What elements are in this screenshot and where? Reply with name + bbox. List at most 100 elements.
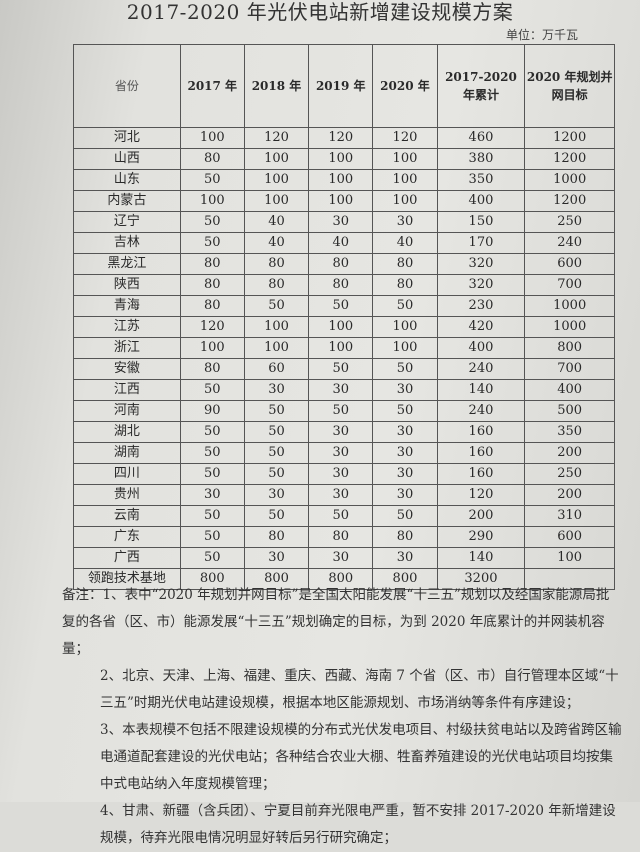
- value-cell: 50: [179, 169, 245, 191]
- value-cell: 200: [524, 442, 615, 464]
- province-cell: 湖北: [73, 421, 181, 443]
- value-cell: 170: [436, 232, 526, 254]
- value-cell: 400: [436, 190, 526, 212]
- value-cell: 50: [179, 505, 245, 527]
- column-header: 2020 年: [372, 44, 438, 128]
- value-cell: 50: [179, 442, 245, 464]
- note-2: 2、北京、天津、上海、福建、重庆、西藏、海南 7 个省（区、市）自行管理本区域“…: [100, 668, 619, 711]
- value-cell: 160: [436, 421, 526, 443]
- value-cell: 1000: [524, 295, 615, 317]
- province-cell: 内蒙古: [73, 190, 181, 212]
- value-cell: 100: [243, 169, 310, 191]
- value-cell: 80: [308, 274, 374, 296]
- value-cell: 200: [436, 505, 526, 527]
- value-cell: 80: [179, 253, 245, 275]
- table-row: 安徽 80 60 50 50 240 700: [73, 358, 615, 380]
- table-row: 领跑技术基地 800 800 800 800 3200: [73, 568, 615, 590]
- value-cell: 420: [436, 316, 526, 338]
- value-cell: 100: [179, 337, 245, 359]
- value-cell: 100: [243, 190, 310, 212]
- value-cell: 120: [308, 127, 374, 149]
- table-row: 湖北 50 50 30 30 160 350: [73, 421, 615, 443]
- table-row: 贵州 30 30 30 30 120 200: [73, 484, 615, 506]
- value-cell: 50: [243, 463, 310, 485]
- value-cell: 1200: [524, 127, 615, 149]
- province-cell: 安徽: [73, 358, 181, 380]
- value-cell: 50: [372, 505, 438, 527]
- value-cell: 50: [308, 295, 374, 317]
- value-cell: 3200: [436, 568, 526, 590]
- value-cell: 80: [308, 526, 374, 548]
- value-cell: 100: [243, 316, 310, 338]
- note-text: 1、表中“2020 年规划并网目标”是全国太阳能发展“十三五”规划以及经国家能源…: [62, 587, 610, 657]
- note-4: 4、甘肃、新疆（含兵团）、宁夏目前弃光限电严重，暂不安排 2017-2020 年…: [100, 803, 616, 846]
- value-cell: 50: [243, 400, 310, 422]
- value-cell: 290: [436, 526, 526, 548]
- province-cell: 广西: [73, 547, 181, 569]
- value-cell: 320: [436, 274, 526, 296]
- table-row: 广东 50 80 80 80 290 600: [73, 526, 615, 548]
- value-cell: 30: [308, 547, 374, 569]
- column-header: 2020 年规划并网目标: [524, 44, 615, 128]
- value-cell: 30: [308, 211, 374, 233]
- value-cell: 50: [179, 526, 245, 548]
- province-cell: 江西: [73, 379, 181, 401]
- province-cell: 山西: [73, 148, 181, 170]
- value-cell: 30: [372, 547, 438, 569]
- value-cell: 230: [436, 295, 526, 317]
- province-cell: 吉林: [73, 232, 181, 254]
- value-cell: 30: [372, 463, 438, 485]
- value-cell: 350: [524, 421, 615, 443]
- value-cell: 1000: [524, 169, 615, 191]
- value-cell: 1000: [524, 316, 615, 338]
- notes-label: 备注：: [62, 587, 103, 603]
- value-cell: 100: [308, 148, 374, 170]
- value-cell: 160: [436, 463, 526, 485]
- value-cell: 800: [308, 568, 374, 590]
- table-row: 山东 50 100 100 100 350 1000: [73, 169, 615, 191]
- province-cell: 四川: [73, 463, 181, 485]
- value-cell: 50: [179, 232, 245, 254]
- note-3: 3、本表规模不包括不限建设规模的分布式光伏发电项目、村级扶贫电站以及跨省跨区输电…: [100, 722, 622, 792]
- value-cell: 700: [524, 358, 615, 380]
- value-cell: 240: [436, 358, 526, 380]
- value-cell: 30: [372, 379, 438, 401]
- table-row: 山西 80 100 100 100 380 1200: [73, 148, 615, 170]
- province-cell: 河南: [73, 400, 181, 422]
- value-cell: 80: [179, 148, 245, 170]
- value-cell: 50: [308, 358, 374, 380]
- value-cell: 50: [372, 400, 438, 422]
- province-cell: 浙江: [73, 337, 181, 359]
- value-cell: 50: [243, 421, 310, 443]
- value-cell: 200: [524, 484, 615, 506]
- value-cell: 140: [436, 547, 526, 569]
- value-cell: 50: [179, 379, 245, 401]
- table-row: 河南 90 50 50 50 240 500: [73, 400, 615, 422]
- value-cell: 240: [436, 400, 526, 422]
- document-title: 2017-2020 年光伏电站新增建设规模方案: [126, 0, 514, 24]
- value-cell: 60: [243, 358, 310, 380]
- value-cell: 40: [372, 232, 438, 254]
- value-cell: 100: [372, 190, 438, 212]
- value-cell: 50: [308, 400, 374, 422]
- value-cell: 800: [372, 568, 438, 590]
- table-row: 黑龙江 80 80 80 80 320 600: [73, 253, 615, 275]
- table-row: 广西 50 30 30 30 140 100: [73, 547, 615, 569]
- table-row: 浙江 100 100 100 100 400 800: [73, 337, 615, 359]
- value-cell: 100: [179, 190, 245, 212]
- value-cell: 50: [243, 295, 310, 317]
- value-cell: 100: [308, 169, 374, 191]
- value-cell: 120: [436, 484, 526, 506]
- value-cell: 50: [179, 547, 245, 569]
- value-cell: 140: [436, 379, 526, 401]
- column-header: 2017 年: [179, 44, 245, 128]
- value-cell: 80: [243, 274, 310, 296]
- value-cell: 30: [308, 442, 374, 464]
- value-cell: 700: [524, 274, 615, 296]
- province-cell: 贵州: [73, 484, 181, 506]
- value-cell: 30: [179, 484, 245, 506]
- table-row: 湖南 50 50 30 30 160 200: [73, 442, 615, 464]
- table-row: 青海 80 50 50 50 230 1000: [73, 295, 615, 317]
- note-1: 备注：1、表中“2020 年规划并网目标”是全国太阳能发展“十三五”规划以及经国…: [62, 582, 622, 663]
